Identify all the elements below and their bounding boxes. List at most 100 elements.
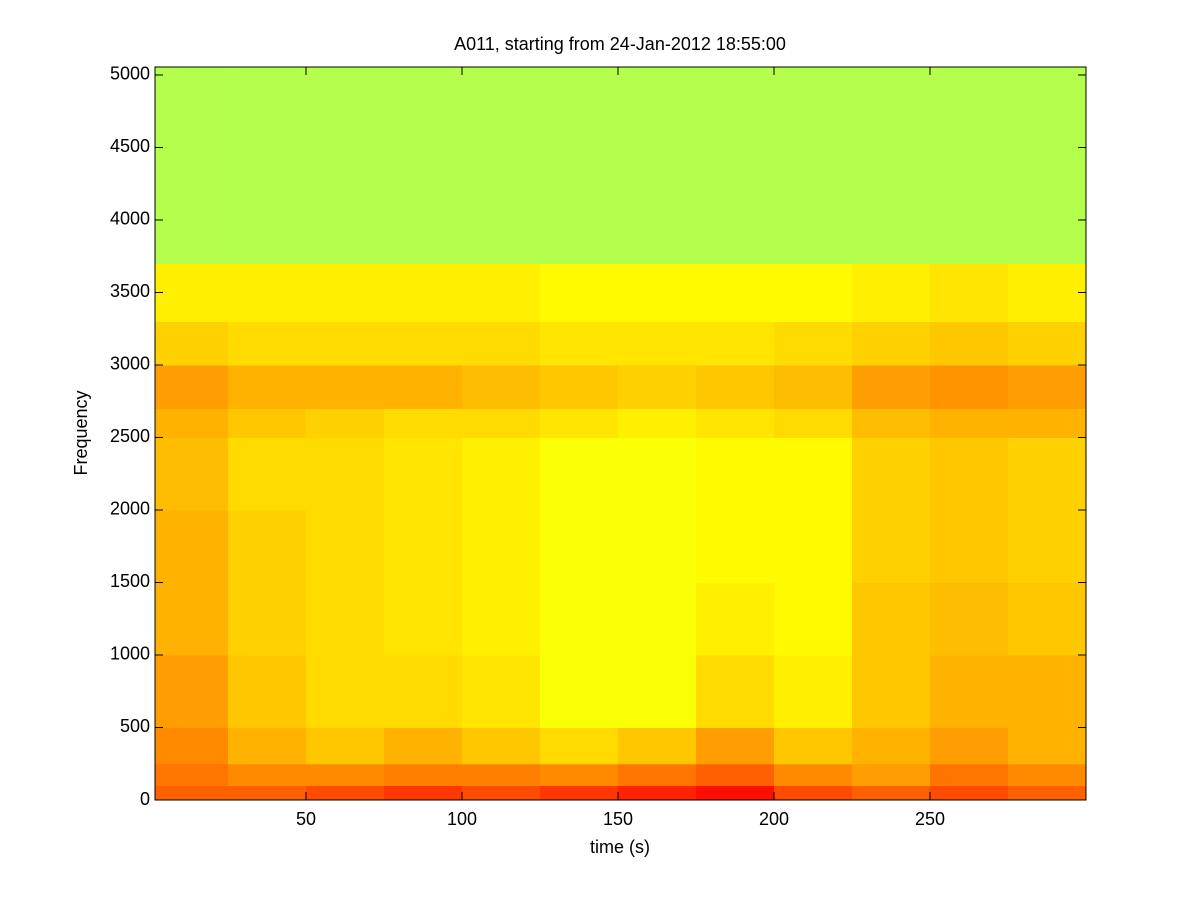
spectrogram-cell	[696, 263, 775, 322]
spectrogram-cell	[618, 785, 697, 801]
spectrogram-cell	[930, 321, 1009, 366]
spectrogram-cell	[618, 263, 697, 322]
spectrogram-cell	[774, 582, 853, 656]
spectrogram-cell	[852, 437, 931, 511]
spectrogram-cell	[1008, 509, 1087, 583]
x-tick-label: 200	[759, 809, 789, 829]
spectrogram-cell	[618, 408, 697, 438]
spectrogram-cell	[384, 321, 463, 366]
spectrogram-cell	[930, 364, 1009, 409]
spectrogram-cell	[774, 727, 853, 765]
spectrogram-cell	[1008, 763, 1087, 786]
x-tick-label: 150	[603, 809, 633, 829]
spectrogram-cell	[228, 67, 307, 264]
spectrogram-cell	[930, 509, 1009, 583]
spectrogram-cell	[228, 437, 307, 511]
spectrogram-cell	[930, 654, 1009, 728]
spectrogram-cell	[696, 785, 775, 801]
spectrogram-cell	[155, 408, 229, 438]
spectrogram-cell	[1008, 582, 1087, 656]
spectrogram-cell	[852, 408, 931, 438]
spectrogram-cell	[1008, 364, 1087, 409]
spectrogram-cell	[618, 727, 697, 765]
spectrogram-cell	[618, 582, 697, 656]
spectrogram-cell	[618, 364, 697, 409]
spectrogram-cell	[540, 582, 619, 656]
plot-frame	[154, 66, 1087, 801]
spectrogram-cell	[540, 437, 619, 511]
spectrogram-cell	[540, 509, 619, 583]
spectrogram-cell	[774, 364, 853, 409]
spectrogram-cell	[1008, 437, 1087, 511]
spectrogram-cell	[228, 509, 307, 583]
spectrogram-cell	[696, 67, 775, 264]
spectrogram-cell	[306, 67, 385, 264]
spectrogram-cell	[228, 263, 307, 322]
spectrogram-cell	[540, 727, 619, 765]
spectrogram-cell	[155, 582, 229, 656]
spectrogram-image	[155, 67, 1087, 801]
spectrogram-cell	[540, 67, 619, 264]
spectrogram-cell	[696, 763, 775, 786]
y-tick-label: 5000	[110, 64, 150, 84]
spectrogram-cell	[696, 364, 775, 409]
spectrogram-cell	[774, 67, 853, 264]
spectrogram-cell	[306, 364, 385, 409]
spectrogram-cell	[540, 763, 619, 786]
spectrogram-cell	[930, 785, 1009, 801]
spectrogram-cell	[852, 67, 931, 264]
spectrogram-cell	[540, 654, 619, 728]
spectrogram-cell	[306, 263, 385, 322]
spectrogram-cell	[852, 364, 931, 409]
spectrogram-cell	[930, 408, 1009, 438]
spectrogram-cell	[306, 785, 385, 801]
spectrogram-cell	[852, 654, 931, 728]
spectrogram-cell	[306, 763, 385, 786]
spectrogram-cell	[384, 785, 463, 801]
spectrogram-cell	[384, 408, 463, 438]
spectrogram-cell	[228, 582, 307, 656]
spectrogram-cell	[462, 437, 541, 511]
y-tick-label: 1000	[110, 644, 150, 664]
spectrogram-cell	[384, 763, 463, 786]
spectrogram-cell	[696, 654, 775, 728]
spectrogram-cell	[155, 509, 229, 583]
y-tick-label: 0	[140, 789, 150, 809]
spectrogram-cell	[462, 727, 541, 765]
y-tick-label: 1500	[110, 571, 150, 591]
spectrogram-cell	[1008, 654, 1087, 728]
spectrogram-cell	[306, 321, 385, 366]
y-tick-label: 3000	[110, 354, 150, 374]
spectrogram-cell	[228, 364, 307, 409]
spectrogram-cell	[1008, 263, 1087, 322]
spectrogram-cell	[696, 321, 775, 366]
spectrogram-cell	[852, 582, 931, 656]
spectrogram-cell	[1008, 67, 1087, 264]
spectrogram-cell	[540, 364, 619, 409]
spectrogram-cell	[930, 763, 1009, 786]
spectrogram-cell	[228, 408, 307, 438]
spectrogram-cell	[774, 408, 853, 438]
spectrogram-cell	[930, 263, 1009, 322]
spectrogram-cell	[228, 785, 307, 801]
spectrogram-cell	[306, 408, 385, 438]
y-tick-label: 4000	[110, 209, 150, 229]
spectrogram-cell	[774, 263, 853, 322]
x-tick-label: 100	[447, 809, 477, 829]
spectrogram-cell	[155, 364, 229, 409]
spectrogram-cell	[462, 408, 541, 438]
spectrogram-cell	[618, 763, 697, 786]
spectrogram-cell	[306, 582, 385, 656]
y-tick-label: 2000	[110, 499, 150, 519]
y-tick-label: 500	[120, 716, 150, 736]
axes: 0 500 1000 1500 2000 2500 3000 3500 4000 4500 5000…	[110, 64, 1087, 829]
spectrogram-cell	[1008, 408, 1087, 438]
spectrogram-cell	[930, 582, 1009, 656]
spectrogram-cell	[384, 654, 463, 728]
spectrogram-cell	[618, 509, 697, 583]
spectrogram-cell	[306, 727, 385, 765]
spectrogram-cell	[462, 321, 541, 366]
spectrogram-cell	[852, 263, 931, 322]
